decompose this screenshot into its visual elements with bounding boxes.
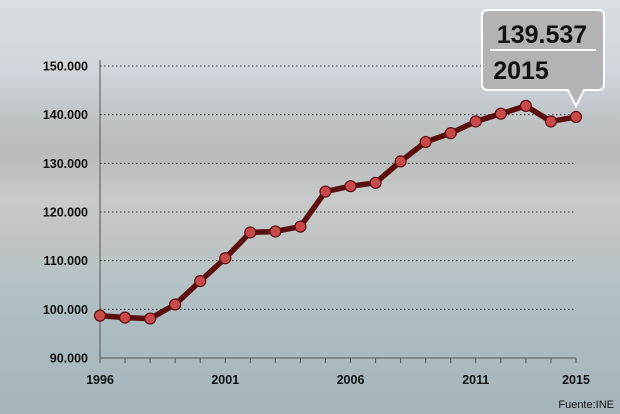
data-points — [93, 99, 583, 325]
data-point — [519, 99, 532, 113]
data-point — [544, 115, 558, 128]
y-tick-label: 90.000 — [50, 352, 88, 366]
data-point — [169, 298, 182, 311]
y-axis: 90.000 100.000 110.000 120.000 130.000 140.00… — [43, 60, 101, 366]
data-point — [444, 127, 457, 140]
data-point — [394, 155, 407, 168]
data-point — [469, 115, 482, 128]
data-point — [344, 180, 357, 193]
data-point — [269, 225, 282, 238]
y-tick-label: 150.000 — [43, 60, 88, 74]
data-point — [494, 107, 507, 120]
data-point — [294, 220, 307, 233]
data-point — [569, 110, 583, 124]
y-tick-label: 140.000 — [43, 108, 88, 122]
data-point — [93, 309, 107, 322]
x-tick-label: 2011 — [462, 373, 489, 387]
data-point — [319, 185, 332, 198]
x-tick-label: 2015 — [562, 373, 590, 387]
source-credit: Fuente:INE — [558, 399, 614, 411]
x-tick-label: 2001 — [211, 373, 239, 387]
data-point — [219, 252, 232, 265]
y-tick-label: 130.000 — [43, 157, 88, 171]
y-tick-label: 110.000 — [44, 254, 89, 268]
x-axis: 1996 2001 2006 2011 2015 — [86, 357, 590, 387]
callout-value: 139.537 — [497, 21, 587, 49]
value-callout: 139.537 2015 — [481, 9, 605, 109]
x-tick-label: 1996 — [86, 373, 114, 387]
y-tick-label: 100.000 — [43, 303, 88, 317]
x-tick-label: 2006 — [337, 373, 365, 387]
data-point — [419, 135, 432, 149]
callout-year: 2015 — [493, 57, 549, 85]
data-point — [244, 226, 257, 239]
data-point — [144, 312, 157, 325]
data-point — [118, 311, 132, 324]
data-point — [369, 176, 382, 189]
callout-bubble — [481, 9, 605, 109]
data-point — [194, 275, 207, 288]
y-tick-label: 120.000 — [43, 206, 88, 220]
